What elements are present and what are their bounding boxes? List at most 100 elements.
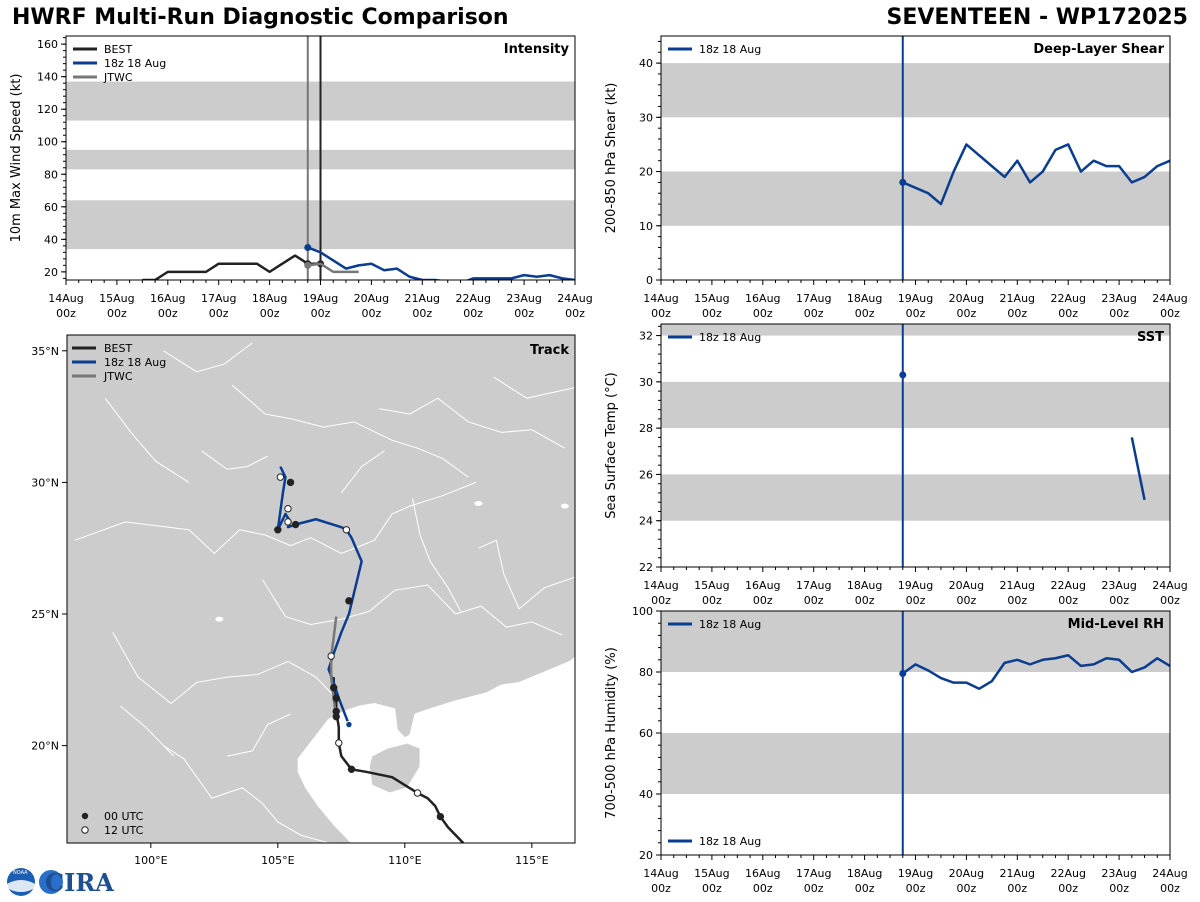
series-line-18z-18-aug [1130,437,1146,501]
y-tick-label: 40 [639,788,653,801]
province-border [112,632,342,705]
x-tick-label: 00z [753,307,773,320]
x-tick-label: 18Aug [252,292,287,305]
province-border [493,376,575,399]
series-line-18z-18-aug [902,653,1170,691]
x-tick-label: 00z [209,307,229,320]
category-band [661,611,1170,672]
x-tick-label: 00z [1109,594,1129,607]
x-tick-label: 00z [753,594,773,607]
plot-area [661,611,1170,855]
x-tick-label: 14Aug [643,292,678,305]
series-line-jtwc [307,262,359,274]
legend-marker-00utc [81,812,89,820]
map-area [67,335,575,843]
province-border [74,481,477,555]
cira-logo: NOAA CIRA [5,866,115,898]
track-position-marker [345,720,353,729]
x-tick-label: 16Aug [745,292,780,305]
lat-tick-label: 35°N [31,345,59,358]
x-tick-label: 00z [1160,307,1180,320]
y-tick-label: 28 [639,422,653,435]
x-tick-label: 18Aug [847,292,882,305]
legend-label: 18z 18 Aug [699,331,761,344]
y-tick-label: 40 [44,233,58,246]
y-tick-label: 10 [639,220,653,233]
province-border [411,498,462,612]
x-tick-label: 23Aug [506,292,541,305]
track-position-marker [335,739,343,747]
lon-tick-label: 100°E [134,854,167,867]
track-position-marker [291,520,300,529]
track-position-marker [284,505,292,513]
x-tick-label: 20Aug [949,579,984,592]
track-position-marker [327,652,335,660]
x-tick-label: 00z [957,594,977,607]
province-border [201,450,268,470]
province-border [379,397,566,449]
category-band [661,733,1170,794]
series-line-best [142,254,321,280]
track-position-marker [347,765,356,774]
storm-title: SEVENTEEN - WP172025 [886,5,1188,30]
panel-title: Intensity [504,42,570,57]
x-tick-label: 16Aug [745,579,780,592]
x-tick-label: 00z [514,307,534,320]
x-tick-label: 00z [651,307,671,320]
x-tick-label: 00z [804,594,824,607]
x-tick-label: 00z [1007,307,1027,320]
lake [560,503,569,509]
y-axis-label: 200-850 hPa Shear (kt) [604,83,619,234]
x-tick-label: 00z [1160,594,1180,607]
panel-title: Mid-Level RH [1068,617,1164,632]
y-tick-label: 30 [639,111,653,124]
x-tick-label: 23Aug [1101,867,1136,880]
x-tick-label: 17Aug [796,292,831,305]
data-point [899,371,907,379]
series-line-18z-18-aug [902,143,1170,206]
x-tick-label: 00z [957,307,977,320]
x-tick-label: 00z [702,882,722,895]
province-border [104,397,190,483]
x-tick-label: 00z [1058,594,1078,607]
x-tick-label: 24Aug [1152,292,1187,305]
x-tick-label: 00z [753,882,773,895]
x-tick-label: 00z [957,882,977,895]
y-axis-label: 700-500 hPa Humidity (%) [604,647,619,819]
y-tick-label: 22 [639,561,653,574]
x-tick-label: 21Aug [1000,579,1035,592]
rh-panel: 20 40 60 80 100 14Aug 00z 15Aug 00z 16Aug 00z 17Aug… [604,605,1188,895]
x-tick-label: 24Aug [557,292,592,305]
x-tick-label: 16Aug [745,867,780,880]
lon-tick-label: 110°E [388,854,421,867]
x-tick-label: 00z [906,882,926,895]
track-position-marker [413,789,422,797]
x-tick-label: 22Aug [1050,579,1085,592]
x-tick-label: 19Aug [898,292,933,305]
track-position-marker [332,712,340,721]
x-tick-label: 00z [651,594,671,607]
data-point [899,670,907,678]
province-border [231,384,469,478]
legend-label: 12 UTC [104,824,144,837]
data-point [304,243,312,251]
category-band [661,63,1170,118]
legend-label: JTWC [103,370,133,383]
x-tick-label: 00z [1007,594,1027,607]
x-tick-label: 00z [565,307,585,320]
plot-frame [660,323,1171,568]
x-tick-label: 00z [56,307,76,320]
province-border [478,539,575,610]
x-tick-label: 00z [855,594,875,607]
x-tick-label: 20Aug [354,292,389,305]
x-tick-label: 00z [1058,882,1078,895]
category-band [661,171,1170,226]
x-tick-label: 00z [651,882,671,895]
x-tick-label: 00z [412,307,432,320]
legend-label: 18z 18 Aug [104,356,166,369]
track-position-marker [436,812,445,821]
y-tick-label: 26 [639,468,653,481]
data-point [304,261,312,269]
lat-tick-label: 30°N [31,476,59,489]
